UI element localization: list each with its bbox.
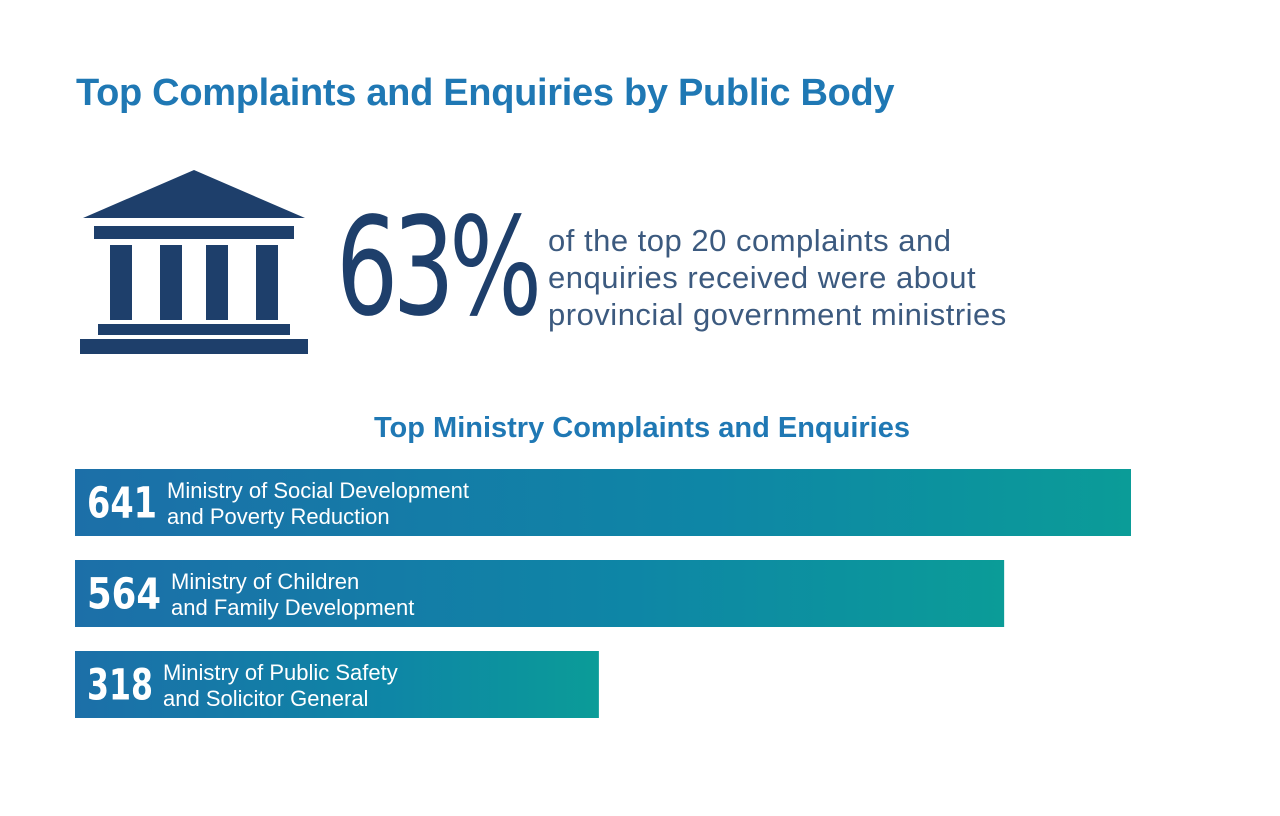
bar [75, 560, 1005, 627]
chart-title: Top Ministry Complaints and Enquiries [373, 412, 910, 444]
bar-value-label: 641 [87, 479, 157, 529]
building-column [206, 245, 228, 320]
bar-category-label: and Family Development [171, 595, 414, 620]
building-step [98, 324, 290, 335]
highlight-stat: 63% [336, 189, 542, 347]
building-roof [83, 170, 305, 218]
highlight-line: enquiries received were about [548, 260, 977, 295]
highlight-line: provincial government ministries [548, 297, 1007, 332]
building-entablature [94, 226, 294, 239]
bar-category-label: Ministry of Public Safety [163, 660, 398, 685]
highlight-line: of the top 20 complaints and [548, 223, 952, 258]
building-column [160, 245, 182, 320]
building-column [110, 245, 132, 320]
bar-value-label: 318 [87, 661, 153, 711]
bar-value-label: 564 [87, 570, 161, 620]
government-building-icon [80, 170, 308, 354]
building-column [256, 245, 278, 320]
bar [75, 469, 1131, 536]
bar [75, 651, 599, 718]
bar-category-label: Ministry of Children [171, 569, 359, 594]
bar-category-label: and Poverty Reduction [167, 504, 390, 529]
building-base [80, 339, 308, 354]
bar-category-label: and Solicitor General [163, 686, 368, 711]
bar-category-label: Ministry of Social Development [167, 478, 469, 503]
highlight-description: of the top 20 complaints and enquiries r… [548, 222, 1007, 333]
page-title: Top Complaints and Enquiries by Public B… [76, 72, 895, 114]
